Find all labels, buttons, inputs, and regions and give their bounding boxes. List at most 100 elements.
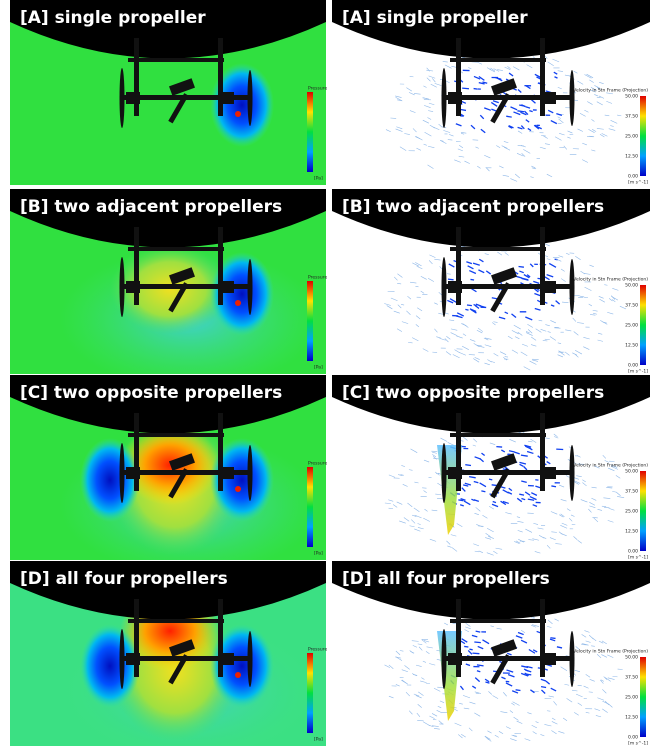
motor — [126, 281, 140, 293]
low-pressure — [80, 438, 140, 522]
pressure-panel: Pressure[Pa][C] two opposite propellers — [10, 375, 327, 575]
pressure-field — [10, 375, 326, 575]
motor — [542, 467, 556, 479]
legend-unit: [m s^-1] — [628, 741, 648, 747]
vector — [516, 690, 521, 691]
propeller — [442, 629, 447, 689]
vector — [506, 116, 511, 117]
velocity-panel: Velocity in Stn Frame (Projection)50.003… — [332, 375, 650, 561]
vector — [551, 486, 556, 487]
motor — [220, 92, 234, 104]
propeller — [248, 445, 253, 501]
propeller — [442, 443, 447, 503]
legend-tick: 12.50 — [625, 715, 638, 721]
vector — [465, 309, 468, 310]
hotspot — [235, 672, 241, 678]
legend-unit: [Pa] — [314, 176, 323, 182]
colorbar — [640, 96, 646, 176]
vector — [474, 642, 481, 643]
pressure-field — [10, 189, 326, 389]
low-pressure — [80, 624, 140, 708]
propeller — [120, 629, 125, 689]
vector — [469, 649, 472, 650]
drone-rod — [456, 599, 461, 677]
propeller — [442, 257, 447, 317]
legend-tick: 0.00 — [628, 549, 638, 555]
motor — [126, 653, 140, 665]
legend-tick: 25.00 — [625, 695, 638, 701]
velocity-panel: Velocity in Stn Frame (Projection)50.003… — [332, 189, 650, 375]
motor — [448, 653, 462, 665]
vector — [467, 305, 472, 306]
propeller — [120, 443, 125, 503]
propeller — [570, 631, 575, 687]
legend-tick: 12.50 — [625, 154, 638, 160]
vector — [470, 279, 474, 280]
hotspot — [235, 486, 241, 492]
drone-top — [128, 433, 224, 437]
legend-tick: 50.00 — [625, 283, 638, 289]
legend-tick: 37.50 — [625, 675, 638, 681]
propeller — [248, 631, 253, 687]
vector — [550, 638, 555, 639]
panel-title: [A] single propeller — [342, 8, 528, 28]
propeller — [570, 70, 575, 126]
vector — [465, 465, 471, 466]
propeller — [248, 70, 253, 126]
legend-tick: 0.00 — [628, 735, 638, 741]
motor — [542, 653, 556, 665]
colorbar — [307, 281, 313, 361]
hotspot — [235, 111, 241, 117]
legend-label: Velocity in Stn Frame (Projection) — [573, 649, 648, 655]
drone-rod — [540, 599, 545, 677]
legend-tick: 50.00 — [625, 655, 638, 661]
legend-label: Pressure — [308, 86, 327, 92]
legend-tick: 0.00 — [628, 363, 638, 369]
panel-title: [C] two opposite propellers — [342, 383, 604, 403]
drone-rod — [456, 227, 461, 305]
propeller — [570, 259, 575, 315]
drone-rod — [134, 413, 139, 491]
vector — [462, 88, 469, 89]
vector — [474, 89, 478, 90]
drone-top — [450, 619, 546, 623]
motor — [220, 653, 234, 665]
drone-rod — [218, 599, 223, 677]
colorbar — [307, 653, 313, 733]
legend-tick: 50.00 — [625, 94, 638, 100]
pressure-panel: Pressure[Pa][B] two adjacent propellers — [10, 189, 327, 389]
drone-rod — [134, 227, 139, 305]
pressure-panel: Pressure[Pa][A] single propeller — [10, 0, 327, 185]
legend-label: Velocity in Stn Frame (Projection) — [573, 88, 648, 94]
colorbar — [307, 467, 313, 547]
legend-tick: 12.50 — [625, 343, 638, 349]
legend-tick: 50.00 — [625, 469, 638, 475]
velocity-panel: Velocity in Stn Frame (Projection)50.003… — [332, 0, 650, 186]
panel-title: [B] two adjacent propellers — [20, 197, 282, 217]
legend-tick: 25.00 — [625, 323, 638, 329]
legend-label: Velocity in Stn Frame (Projection) — [573, 277, 648, 283]
motor — [542, 92, 556, 104]
colorbar — [640, 657, 646, 737]
drone-rod — [218, 38, 223, 116]
colorbar — [640, 471, 646, 551]
vector — [472, 653, 479, 654]
vector — [541, 687, 546, 688]
drone-rod — [540, 38, 545, 116]
drone-rod — [456, 38, 461, 116]
drone-rod — [540, 227, 545, 305]
drone-top — [128, 619, 224, 623]
legend-unit: [Pa] — [314, 551, 323, 557]
drone-rod — [134, 38, 139, 116]
propeller — [570, 445, 575, 501]
drone-rod — [456, 413, 461, 491]
panel-title: [B] two adjacent propellers — [342, 197, 604, 217]
vector — [464, 646, 468, 647]
legend-unit: [m s^-1] — [628, 180, 648, 186]
panel-title: [D] all four propellers — [20, 569, 228, 589]
motor — [542, 281, 556, 293]
legend-tick: 12.50 — [625, 529, 638, 535]
hotspot — [235, 300, 241, 306]
pressure-panel: Pressure[Pa][D] all four propellers — [10, 561, 327, 746]
legend-label: Pressure — [308, 461, 327, 467]
